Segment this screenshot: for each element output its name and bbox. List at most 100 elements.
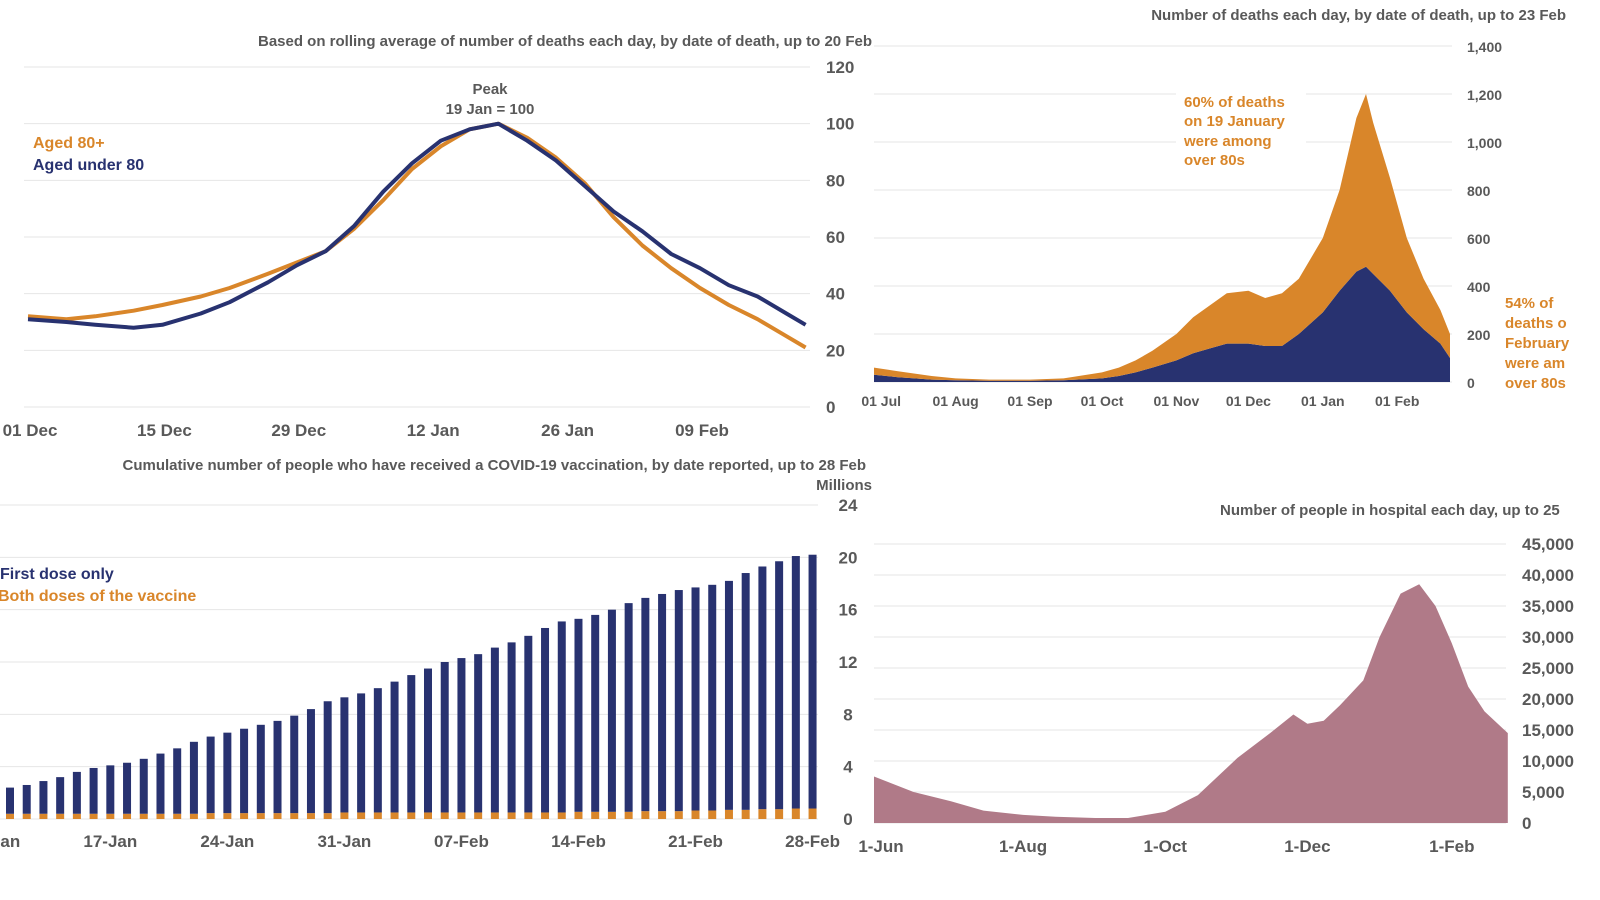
bar-both-doses — [22, 813, 31, 819]
bar-first-dose — [607, 609, 616, 812]
bar-first-dose — [440, 662, 449, 813]
bar-first-dose — [273, 720, 282, 814]
bar-first-dose — [22, 784, 31, 814]
daily-deaths-stacked-chart: Number of deaths each day, by date of de… — [861, 7, 1569, 409]
x-tick-label: 01 Jan — [1301, 393, 1345, 409]
y-tick-label: 16 — [839, 601, 858, 620]
bar-first-dose — [791, 556, 800, 809]
y-tick-label: 60 — [826, 228, 845, 247]
bar-first-dose — [474, 654, 483, 813]
x-tick-label: 10-Jan — [0, 832, 20, 851]
bar-first-dose — [541, 627, 550, 813]
bar-first-dose — [290, 715, 299, 814]
annotation-54-percent: 54% of deaths o February were am over 80… — [1504, 295, 1570, 392]
bar-both-doses — [256, 813, 265, 819]
annotation-line: were am — [1504, 355, 1565, 372]
bar-first-dose — [658, 593, 667, 812]
bar-first-dose — [574, 618, 583, 812]
deaths-index-line-chart: Based on rolling average of number of de… — [3, 33, 872, 440]
bar-first-dose — [758, 566, 767, 810]
bar-first-dose — [674, 590, 683, 812]
bar-first-dose — [591, 614, 600, 812]
annotation-line: 54% of — [1505, 295, 1554, 312]
bar-first-dose — [156, 753, 165, 814]
bar-both-doses — [708, 810, 717, 819]
x-tick-label: 07-Feb — [434, 832, 489, 851]
annotation-60-percent: 60% of deaths on 19 January were among o… — [1183, 94, 1286, 169]
bar-both-doses — [89, 813, 98, 819]
bar-both-doses — [457, 812, 466, 819]
bar-first-dose — [524, 635, 533, 813]
bar-both-doses — [206, 813, 215, 819]
x-tick-label: 1-Feb — [1429, 837, 1474, 856]
bar-both-doses — [323, 813, 332, 819]
y-tick-label: 8 — [843, 705, 852, 724]
bar-first-dose — [808, 554, 817, 809]
bar-first-dose — [691, 587, 700, 811]
x-tick-label: 1-Aug — [999, 837, 1047, 856]
x-tick-label: 24-Jan — [200, 832, 254, 851]
bar-both-doses — [106, 813, 115, 819]
bar-both-doses — [139, 813, 148, 819]
legend-first-dose: First dose only — [0, 566, 114, 583]
x-tick-label: 09 Feb — [675, 421, 729, 440]
bar-first-dose — [189, 741, 198, 814]
x-tick-label: 01 Feb — [1375, 393, 1419, 409]
bar-first-dose — [123, 762, 132, 814]
series-line-aged-80-plus — [27, 121, 807, 350]
bar-first-dose — [173, 748, 182, 814]
bar-both-doses — [340, 812, 349, 819]
annotation-line: over 80s — [1505, 375, 1566, 392]
y-tick-label: 120 — [826, 58, 854, 77]
bar-first-dose — [373, 688, 382, 813]
bar-first-dose — [56, 777, 65, 814]
area-series-1 — [874, 94, 1450, 381]
y-tick-label: 80 — [826, 171, 845, 190]
bar-first-dose — [741, 573, 750, 810]
bar-first-dose — [407, 675, 416, 813]
peak-annotation-line2: 19 Jan = 100 — [446, 101, 535, 118]
chart1-title: Based on rolling average of number of de… — [258, 33, 872, 50]
x-tick-label: 29 Dec — [271, 421, 326, 440]
annotation-line: were among — [1183, 133, 1272, 150]
x-tick-label: 1-Oct — [1144, 837, 1188, 856]
bar-both-doses — [72, 813, 81, 819]
bar-both-doses — [507, 812, 516, 819]
y-tick-label: 40 — [826, 285, 845, 304]
bar-first-dose — [708, 584, 717, 811]
legend-aged-80-plus: Aged 80+ — [33, 135, 105, 152]
bar-both-doses — [306, 813, 315, 819]
bar-first-dose — [557, 621, 566, 813]
y-tick-label: 12 — [839, 653, 858, 672]
chart3-y-unit: Millions — [816, 477, 872, 494]
y-tick-label: 0 — [843, 810, 852, 829]
x-tick-label: 14-Feb — [551, 832, 606, 851]
y-tick-label: 35,000 — [1522, 597, 1574, 616]
bar-both-doses — [775, 809, 784, 819]
area-series-0 — [874, 584, 1508, 823]
annotation-line: deaths o — [1505, 315, 1567, 332]
bar-both-doses — [173, 813, 182, 819]
bar-both-doses — [724, 809, 733, 819]
bar-first-dose — [6, 787, 14, 814]
annotation-line: on 19 January — [1184, 113, 1286, 130]
annotation-line: February — [1505, 335, 1570, 352]
x-tick-label: 01 Oct — [1081, 393, 1124, 409]
x-tick-label: 26 Jan — [541, 421, 594, 440]
y-tick-label: 5,000 — [1522, 783, 1565, 802]
x-tick-label: 01 Jul — [861, 393, 901, 409]
y-tick-label: 4 — [843, 758, 853, 777]
x-tick-label: 01 Dec — [3, 421, 58, 440]
bar-first-dose — [323, 701, 332, 814]
legend-aged-under-80: Aged under 80 — [33, 157, 144, 174]
bar-both-doses — [490, 812, 499, 819]
vaccination-bar-chart: Cumulative number of people who have rec… — [0, 457, 872, 851]
bar-both-doses — [758, 809, 767, 819]
x-tick-label: 17-Jan — [83, 832, 137, 851]
bar-first-dose — [775, 561, 784, 810]
bar-first-dose — [72, 771, 81, 814]
y-tick-label: 100 — [826, 115, 854, 134]
bar-both-doses — [674, 811, 683, 819]
bar-first-dose — [223, 732, 232, 814]
